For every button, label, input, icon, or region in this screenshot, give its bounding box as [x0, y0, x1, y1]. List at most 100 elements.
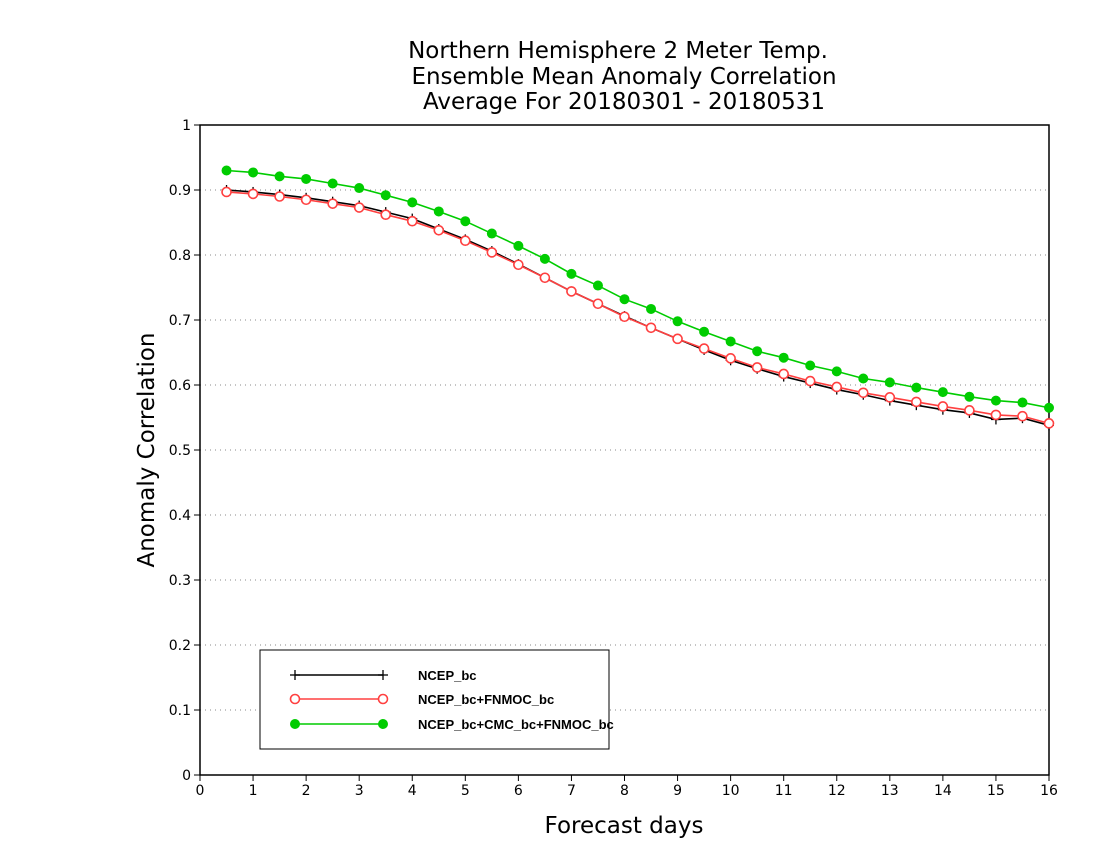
data-point [290, 719, 300, 729]
x-axis-label: Forecast days [545, 813, 704, 839]
data-point [645, 322, 657, 334]
x-axis-ticks: 0 1 2 3 4 5 6 7 8 9 10 11 12 13 14 15 16 [196, 775, 1058, 799]
data-point [513, 240, 524, 251]
data-point [699, 326, 710, 337]
data-point [380, 190, 391, 201]
data-point [486, 247, 498, 258]
data-point [805, 360, 816, 371]
y-tick-label: 0.6 [169, 378, 191, 394]
data-point [486, 228, 497, 239]
y-tick-label: 0.9 [169, 183, 191, 199]
legend-entry: NCEP_bc+FNMOC_bc [289, 692, 554, 707]
y-tick-label: 0.7 [169, 313, 191, 329]
data-point [646, 303, 657, 314]
data-point [804, 375, 816, 387]
x-tick-label: 4 [408, 783, 417, 799]
data-point [274, 171, 285, 182]
data-point [327, 198, 338, 209]
data-point [354, 183, 365, 194]
x-tick-label: 16 [1040, 783, 1058, 799]
x-tick-label: 3 [355, 783, 364, 799]
gridlines [200, 189, 1049, 711]
data-point [377, 693, 389, 705]
data-point [353, 202, 365, 213]
series-3 [221, 165, 1054, 413]
data-point [378, 719, 388, 729]
legend-entry: NCEP_bc [290, 668, 477, 683]
data-point [460, 216, 471, 227]
data-point [725, 353, 736, 364]
data-point [990, 395, 1001, 406]
x-tick-label: 2 [302, 783, 311, 799]
y-tick-label: 0.5 [169, 443, 191, 459]
data-point [858, 373, 869, 384]
data-point [247, 188, 259, 200]
data-point [433, 225, 445, 236]
data-point [857, 387, 869, 399]
x-tick-label: 14 [934, 783, 952, 799]
y-tick-label: 0.3 [169, 573, 191, 589]
data-point [592, 280, 603, 291]
x-tick-label: 15 [987, 783, 1005, 799]
data-point [274, 191, 285, 202]
data-point [378, 670, 388, 680]
data-point [884, 392, 896, 403]
data-point [964, 391, 975, 402]
data-point [778, 368, 789, 380]
y-axis-ticks: 0 0.1 0.2 0.3 0.4 0.5 0.6 0.7 0.8 0.9 1 [169, 118, 200, 784]
data-point [566, 286, 577, 297]
data-point [751, 362, 763, 373]
x-tick-label: 9 [673, 783, 682, 799]
data-point [725, 336, 736, 347]
chart-title-line-3: Average For 20180301 - 20180531 [423, 89, 825, 115]
x-tick-label: 7 [567, 783, 576, 799]
data-point [300, 194, 312, 206]
data-point [672, 316, 683, 327]
x-tick-label: 8 [620, 783, 629, 799]
data-point [937, 401, 949, 412]
data-point [1017, 410, 1028, 422]
data-point [672, 333, 683, 345]
data-point [290, 670, 300, 680]
data-point [327, 178, 338, 189]
x-tick-label: 1 [249, 783, 258, 799]
data-point [964, 405, 975, 416]
legend: NCEP_bc NCEP_bc+FNMOC_bc NCEP_bc+CMC_bc+FN… [259, 649, 614, 750]
data-point [566, 268, 577, 279]
data-point [911, 396, 922, 408]
series-1 [221, 185, 1054, 431]
chart-title-line-1: Northern Hemisphere 2 Meter Temp. [408, 38, 828, 64]
y-tick-label: 0.4 [169, 508, 191, 524]
data-point [831, 381, 843, 393]
x-tick-label: 10 [722, 783, 740, 799]
data-point [380, 209, 392, 220]
x-tick-label: 11 [775, 783, 793, 799]
data-point [698, 343, 710, 354]
data-point [221, 186, 232, 198]
data-point [884, 377, 895, 388]
chart-title-line-2: Ensemble Mean Anomaly Correlation [411, 64, 836, 90]
data-point [778, 352, 789, 363]
y-tick-label: 1 [182, 118, 191, 134]
y-tick-label: 0 [182, 768, 191, 784]
data-point [831, 366, 842, 377]
data-point [1044, 402, 1054, 413]
chart-title: Northern Hemisphere 2 Meter Temp. Ensemb… [408, 38, 836, 115]
data-point [592, 298, 604, 310]
data-point [460, 235, 471, 246]
legend-label: NCEP_bc+CMC_bc+FNMOC_bc [418, 717, 614, 732]
legend-label: NCEP_bc [418, 668, 477, 683]
data-point [513, 259, 524, 271]
series-line [226, 189, 1050, 427]
x-tick-label: 12 [828, 783, 846, 799]
data-point [539, 253, 550, 264]
y-tick-label: 0.1 [169, 703, 191, 719]
data-point [937, 387, 948, 398]
y-axis-label: Anomaly Correlation [134, 332, 160, 567]
data-point [248, 167, 259, 178]
x-tick-label: 13 [881, 783, 899, 799]
data-point [301, 173, 312, 184]
data-point [990, 409, 1002, 421]
legend-label: NCEP_bc+FNMOC_bc [418, 692, 554, 707]
